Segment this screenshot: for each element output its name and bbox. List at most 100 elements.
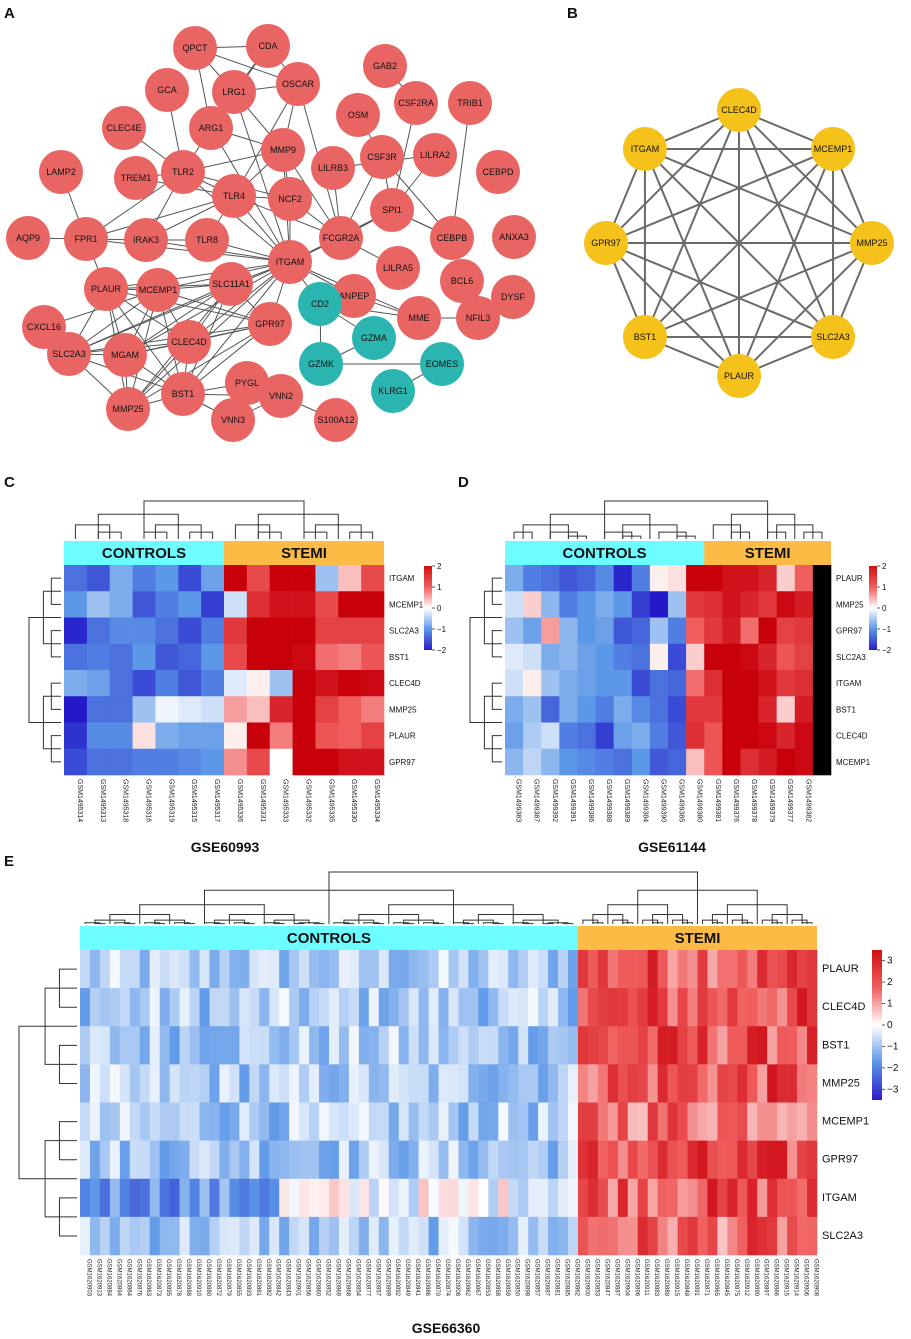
heatmap-cell <box>747 1140 758 1180</box>
heatmap-cell <box>667 1216 678 1256</box>
heatmap-cell <box>727 988 738 1027</box>
heatmap-cell <box>418 1026 429 1065</box>
network-b-edge-clec4d-slc2a3 <box>738 109 834 338</box>
node-circle <box>492 215 536 259</box>
group-label-stemi: STEMI <box>281 545 327 562</box>
gene-label-slc2a3: SLC2A3 <box>836 653 866 662</box>
heatmap-cell <box>617 1140 629 1180</box>
heatmap-cell <box>199 1140 210 1180</box>
heatmap-cell <box>687 1216 698 1256</box>
heatmap-cell <box>319 1102 330 1141</box>
heatmap-cell <box>488 988 499 1027</box>
heatmap-cell <box>229 1216 240 1256</box>
panel-b-letter: B <box>567 5 578 22</box>
sample-label: GSM1620854 <box>354 1259 360 1297</box>
heatmap-cell <box>348 1064 360 1103</box>
heatmap-cell <box>740 643 759 671</box>
heatmap-cell <box>129 1216 141 1256</box>
node-label: ARG1 <box>199 123 224 133</box>
heatmap-cell <box>319 1216 330 1256</box>
heatmap-cell <box>518 1178 529 1218</box>
color-legend-bar <box>424 566 432 650</box>
heatmap-cell <box>595 643 614 671</box>
dataset-label-e: GSE66360 <box>412 1320 481 1336</box>
node-label: DYSF <box>501 292 526 302</box>
heatmap-cell <box>613 565 633 592</box>
sample-label: GSM1620913 <box>95 1259 101 1297</box>
network-a-node-tlr2: TLR2 <box>161 150 205 194</box>
heatmap-cell <box>246 591 271 618</box>
heatmap-cell <box>597 1178 609 1218</box>
gene-label-mcemp1: MCEMP1 <box>389 600 424 609</box>
sample-label: GSM1499387 <box>533 779 540 822</box>
gene-label-slc2a3: SLC2A3 <box>389 627 419 636</box>
heatmap-cell <box>80 1140 91 1180</box>
heatmap-cell <box>727 1064 738 1103</box>
heatmap-cell <box>224 696 248 723</box>
heatmap-cell <box>707 1216 718 1256</box>
heatmap-cell <box>86 670 111 697</box>
legend-tick-label: −1 <box>437 625 447 634</box>
heatmap-cell <box>368 950 380 989</box>
legend-tick-label: 1 <box>437 583 442 592</box>
heatmap-cell <box>559 696 578 723</box>
heatmap-cell <box>269 643 293 671</box>
heatmap-cell <box>388 1102 400 1141</box>
node-circle <box>209 262 253 306</box>
heatmap-cell <box>309 1026 320 1065</box>
network-b-node-itgam: ITGAM <box>622 126 667 171</box>
heatmap-cell <box>418 1102 429 1141</box>
column-dendrogram-branch-left <box>622 535 642 539</box>
heatmap-cell <box>577 748 596 776</box>
heatmap-cell <box>408 1140 419 1180</box>
heatmap-cell <box>607 1102 619 1141</box>
heatmap-cell <box>637 1064 648 1103</box>
column-dendrogram-branch-right <box>349 531 374 539</box>
heatmap-cell <box>528 1102 539 1141</box>
heatmap-cell <box>717 1064 728 1103</box>
network-a-node-itgam: ITGAM <box>268 240 312 284</box>
node-label: CXCL16 <box>27 322 61 332</box>
sample-label: GSM1620847 <box>603 1259 609 1297</box>
panel-d-letter: D <box>458 474 469 491</box>
heatmap-cell <box>299 1026 310 1065</box>
heatmap-cell <box>807 1216 818 1256</box>
column-dendrogram-branch-right <box>642 919 659 924</box>
node-circle <box>299 342 343 386</box>
heatmap-cell <box>587 1026 599 1065</box>
heatmap-cell <box>458 1140 469 1180</box>
heatmap-cell <box>201 748 225 776</box>
heatmap-cell <box>647 950 658 989</box>
node-label: PLAUR <box>724 371 755 381</box>
node-label: OSM <box>348 110 369 120</box>
sample-label: GSM1620876 <box>135 1259 141 1297</box>
row-dendrogram-branch <box>491 577 502 605</box>
heatmap-cell <box>577 1216 589 1256</box>
node-label: MGAM <box>111 350 139 360</box>
heatmap-cell <box>637 988 648 1027</box>
heatmap-cell <box>292 748 316 776</box>
node-label: MMP9 <box>270 145 296 155</box>
node-label: LAMP2 <box>46 167 76 177</box>
heatmap-cell <box>189 1064 200 1103</box>
heatmap-cell <box>704 696 723 723</box>
heatmap-cell <box>687 1026 698 1065</box>
heatmap-cell <box>398 950 409 989</box>
heatmap-cell <box>558 988 569 1027</box>
node-circle <box>360 135 404 179</box>
heatmap-cell <box>279 988 290 1027</box>
heatmap-cell <box>155 565 179 592</box>
heatmap-cell <box>686 565 705 592</box>
node-label: PLAUR <box>91 284 122 294</box>
heatmap-cell <box>289 988 300 1027</box>
node-circle <box>717 354 761 398</box>
heatmap-cell <box>717 1178 728 1218</box>
heatmap-cell <box>787 1140 798 1180</box>
heatmap-cell <box>807 950 818 989</box>
heatmap-cell <box>595 748 614 776</box>
heatmap-cell <box>428 1216 439 1256</box>
column-dendrogram-branch-left <box>97 513 179 539</box>
sample-label: GSM1620853 <box>593 1259 599 1297</box>
heatmap-cell <box>361 670 385 697</box>
heatmap-cell <box>559 748 578 776</box>
